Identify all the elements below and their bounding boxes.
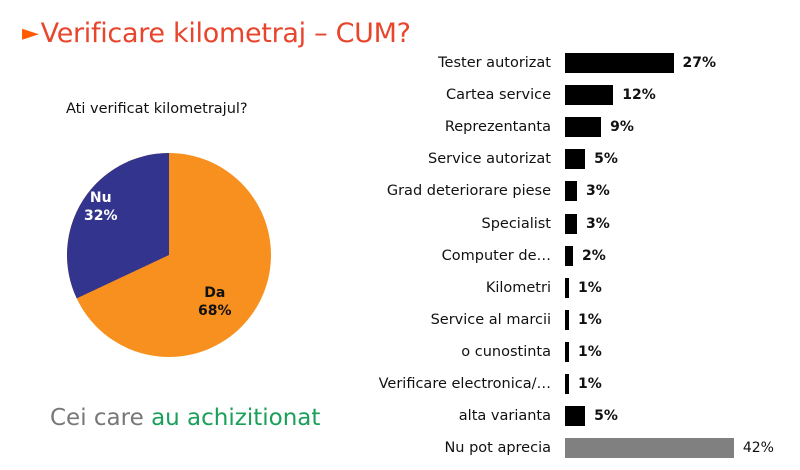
pie-label-da-value: 68% [198,303,232,319]
bar [565,341,570,362]
bar [565,181,578,202]
pie-question: Ati verificat kilometrajul? [66,101,248,117]
bar [565,277,570,298]
bar [565,213,578,234]
bar-label: Cartea service [445,87,551,104]
bar-value: 1% [578,376,602,392]
pie-label-nu-name: Nu [89,190,112,206]
bar-label: Service autorizat [427,151,551,168]
bar-row: Grad deteriorare piese 3% [300,181,800,213]
bar-label: Service al marcii [430,311,551,328]
bar-value: 1% [578,311,602,328]
bar-value: 9% [610,119,634,136]
bar-label: Tester autorizat [438,55,551,71]
bar [565,245,574,266]
bar-value: 42% [742,440,774,457]
pie-label-da: Da 68% [198,284,232,320]
bar-label: Specialist [481,215,551,232]
footer-caption-part1: Cei care [50,405,152,431]
title-text: Verificare kilometraj – CUM? [40,18,411,49]
bar-label: Nu pot aprecia [444,440,551,457]
bar-value: 3% [586,215,610,232]
bar-row: Reprezentanta 9% [300,117,800,149]
pie-chart [66,153,271,357]
bar-value: 12% [622,87,656,104]
bar [565,85,614,106]
page-title: ►Verificare kilometraj – CUM? [22,18,411,49]
bar-value: 2% [582,247,606,264]
triangle-bullet-icon: ► [22,21,39,46]
bar-label: Verificare electronica/… [378,376,551,392]
pie-label-nu: Nu 32% [84,189,118,225]
bar-row: Tester autorizat 27% [300,53,800,85]
footer-caption-part2: au achizitionat [151,405,321,431]
footer-caption: Cei care au achizitionat [50,405,320,431]
bar-value: 5% [594,151,618,168]
bar [565,406,586,427]
bar-label: Kilometri [485,279,551,296]
bar-value: 27% [682,55,717,71]
bar-value: 3% [586,183,610,200]
pie-label-da-name: Da [204,285,226,301]
bar-value: 5% [594,408,618,425]
bar-row: Nu pot aprecia 42% [300,438,800,470]
bar-label: Reprezentanta [444,119,551,136]
bar [565,309,570,330]
bar-label: o cunostinta [461,343,551,360]
bar-row: o cunostinta 1% [300,341,800,374]
bar-value: 1% [578,343,602,360]
bar-row: Service autorizat 5% [300,149,800,181]
bar-row: Service al marcii 1% [300,309,800,342]
bar [565,53,674,73]
bar [565,374,570,394]
bar-value: 1% [578,279,602,296]
bar-row: Verificare electronica/… 1% [300,374,800,406]
bar-row: alta varianta 5% [300,406,800,438]
bar-row: Kilometri 1% [300,277,800,310]
bar-label: alta varianta [458,408,551,425]
bar [565,149,586,170]
bar-label: Computer de… [441,247,551,264]
bar-row: Specialist 3% [300,213,800,246]
bar-row: Computer de… 2% [300,245,800,278]
pie-label-nu-value: 32% [84,208,118,224]
bar [565,438,734,459]
bar-row: Cartea service 12% [300,85,800,117]
bar [565,117,602,138]
bar-label: Grad deteriorare piese [386,183,551,200]
pie-slice-nu [66,153,169,299]
